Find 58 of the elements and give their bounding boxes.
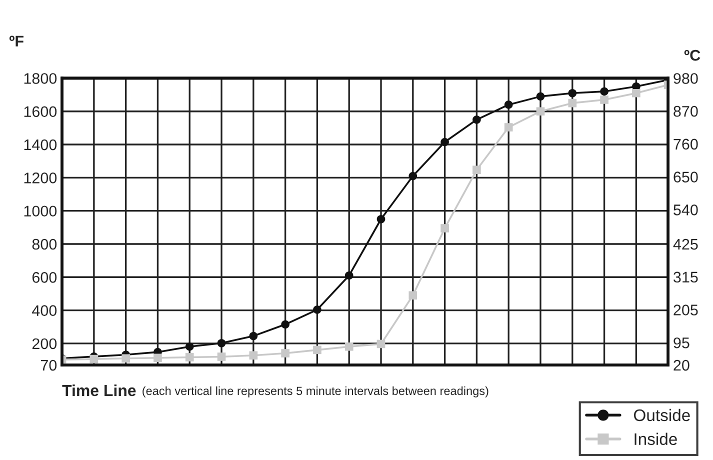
- point: [217, 352, 226, 361]
- legend-label: Outside: [634, 408, 690, 422]
- point: [90, 354, 98, 364]
- y-tick-label: 600: [32, 272, 57, 283]
- y2-tick-label: 650: [674, 172, 698, 182]
- point: [408, 291, 418, 300]
- y2-tick-label: 870: [674, 106, 698, 117]
- y2-tick-label: 980: [674, 73, 698, 84]
- y2-axis-title: ºC: [684, 50, 700, 61]
- point: [536, 92, 545, 101]
- point: [472, 166, 481, 174]
- point: [185, 342, 194, 351]
- point: [600, 96, 608, 104]
- x-axis-title: Time Line: [62, 384, 136, 396]
- point: [440, 224, 449, 232]
- text: (each vertical line represents 5 minute intervals between readings): [142, 386, 488, 398]
- point: [249, 332, 258, 340]
- point: [217, 338, 226, 348]
- y-tick-label: 400: [32, 305, 57, 316]
- point: [376, 340, 386, 348]
- y2-tick-label: 20: [674, 360, 690, 371]
- point: [154, 354, 162, 362]
- y2-tick-label: 315: [674, 272, 698, 283]
- legend-label: Inside: [634, 432, 677, 446]
- point: [536, 107, 545, 116]
- point: [376, 214, 386, 224]
- y2-tick-label: 95: [674, 337, 690, 348]
- point: [568, 88, 577, 98]
- point: [122, 354, 130, 363]
- point: [313, 305, 322, 314]
- y-tick-label: 1200: [24, 172, 57, 184]
- y-tick-label: 1600: [24, 106, 57, 118]
- point: [504, 123, 513, 132]
- y-axis-title: ºF: [9, 36, 24, 46]
- y-tick-label: 1800: [24, 73, 57, 84]
- point: [281, 320, 290, 329]
- point: [281, 349, 290, 358]
- y2-tick-label: 425: [673, 238, 698, 250]
- y-tick-label: 200: [32, 338, 57, 350]
- point: [185, 353, 194, 362]
- point: [440, 138, 449, 146]
- point: [249, 351, 258, 360]
- point: [600, 87, 608, 96]
- point: [568, 98, 577, 108]
- y2-tick-label: 760: [674, 138, 698, 150]
- point: [344, 342, 354, 351]
- y2-tick-label: 205: [674, 304, 698, 316]
- point: [313, 346, 322, 354]
- point: [408, 172, 418, 180]
- y-tick-label: 70: [40, 360, 57, 371]
- point: [632, 88, 640, 98]
- y-tick-label: 1000: [24, 206, 57, 217]
- point: [344, 271, 354, 280]
- point: [472, 115, 481, 124]
- point: [504, 100, 513, 109]
- y2-tick-label: 540: [674, 204, 698, 216]
- y-tick-label: 1400: [24, 139, 57, 150]
- y-tick-label: 800: [32, 238, 57, 250]
